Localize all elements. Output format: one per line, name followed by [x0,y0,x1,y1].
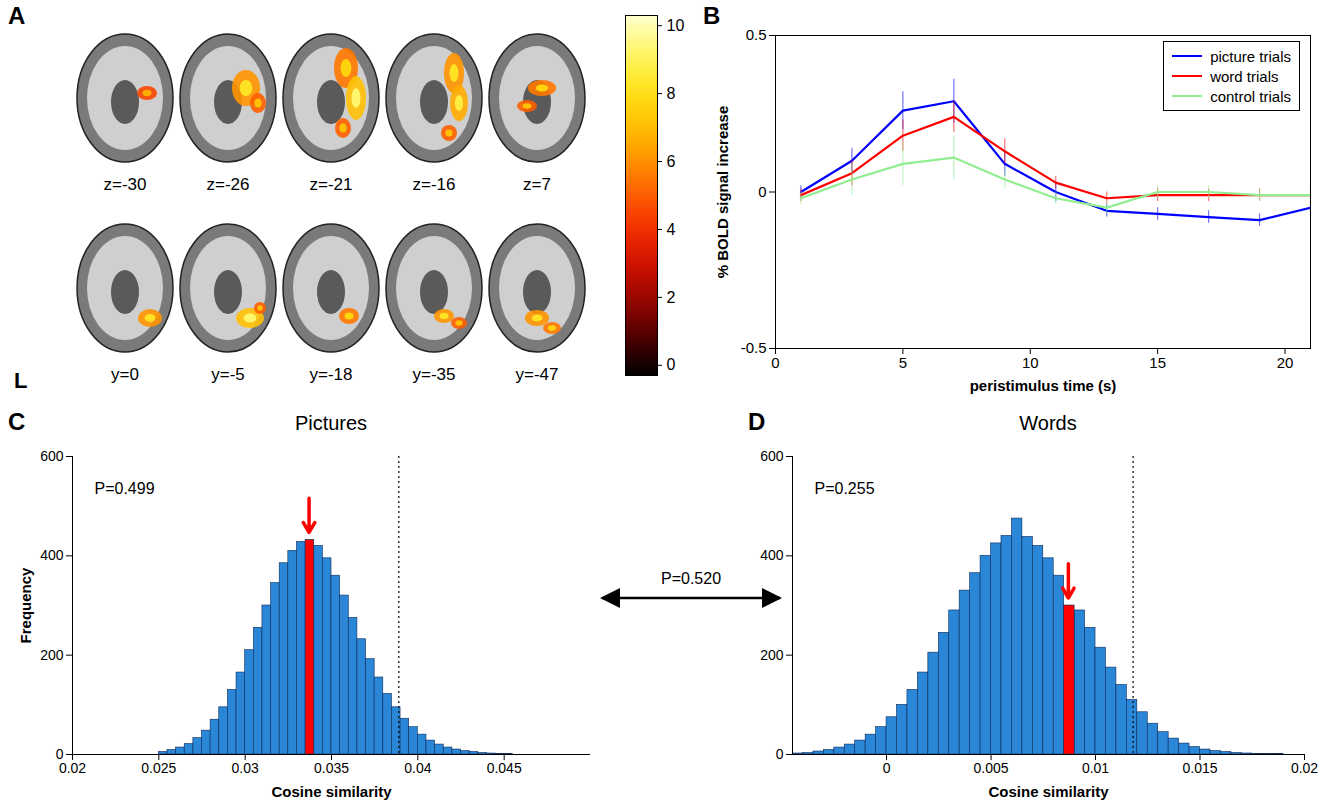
svg-text:z=7: z=7 [523,175,551,194]
svg-text:200: 200 [760,647,784,663]
svg-text:10: 10 [1022,354,1039,371]
svg-text:6: 6 [667,153,676,170]
svg-text:0: 0 [758,183,766,200]
svg-text:-0.5: -0.5 [741,339,767,356]
svg-text:y=-18: y=-18 [310,365,353,384]
html-text:picture trials: picture trials [1210,47,1291,65]
html-text:D: D [748,408,766,435]
svg-text:0.025: 0.025 [141,760,176,776]
svg-text:8: 8 [667,85,676,102]
svg-text:y=-35: y=-35 [413,365,456,384]
svg-text:% BOLD signal increase: % BOLD signal increase [714,106,731,279]
svg-text:0: 0 [771,354,779,371]
svg-text:Cosine similarity: Cosine similarity [271,783,392,800]
svg-text:400: 400 [760,547,784,563]
svg-text:0: 0 [883,760,891,776]
html-text:A: A [8,2,26,29]
svg-text:0.035: 0.035 [314,760,349,776]
svg-text:L: L [14,368,27,393]
svg-text:z=-26: z=-26 [207,175,250,194]
svg-text:0.015: 0.015 [1182,760,1217,776]
svg-text:Cosine similarity: Cosine similarity [988,783,1109,800]
svg-text:20: 20 [1277,354,1294,371]
svg-text:y=-47: y=-47 [516,365,559,384]
svg-text:0.005: 0.005 [974,760,1009,776]
html-text:C: C [8,408,26,435]
svg-text:0.045: 0.045 [487,760,522,776]
svg-text:0: 0 [667,356,676,373]
html-text:B: B [703,2,721,29]
svg-text:y=-5: y=-5 [211,365,245,384]
svg-text:0: 0 [55,746,64,762]
svg-text:600: 600 [760,448,784,464]
svg-text:y=0: y=0 [111,365,139,384]
svg-text:5: 5 [899,354,907,371]
svg-text:P=0.520: P=0.520 [661,570,721,587]
svg-text:P=0.499: P=0.499 [95,480,155,497]
svg-text:0.01: 0.01 [1082,760,1109,776]
svg-text:4: 4 [667,221,676,238]
svg-text:0: 0 [776,746,784,762]
svg-text:0.04: 0.04 [404,760,431,776]
svg-text:z=-16: z=-16 [413,175,456,194]
svg-text:P=0.255: P=0.255 [815,480,875,497]
svg-text:400: 400 [40,547,64,563]
svg-text:Frequency: Frequency [17,567,34,644]
svg-text:0.02: 0.02 [1291,760,1318,776]
svg-text:0.03: 0.03 [232,760,259,776]
html-text:Pictures: Pictures [294,412,368,434]
html-text:control trials: control trials [1210,87,1291,105]
svg-text:peristimulus time (s): peristimulus time (s) [970,377,1117,394]
svg-text:200: 200 [40,647,64,663]
html-text:word trials: word trials [1210,67,1279,85]
svg-text:2: 2 [667,289,676,306]
svg-text:z=-21: z=-21 [310,175,353,194]
svg-text:600: 600 [40,448,64,464]
svg-text:0.02: 0.02 [59,760,86,776]
svg-text:10: 10 [667,17,685,34]
svg-text:15: 15 [1149,354,1166,371]
svg-text:z=-30: z=-30 [104,175,147,194]
html-text:Words: Words [1019,412,1077,434]
svg-text:0.5: 0.5 [746,26,767,43]
